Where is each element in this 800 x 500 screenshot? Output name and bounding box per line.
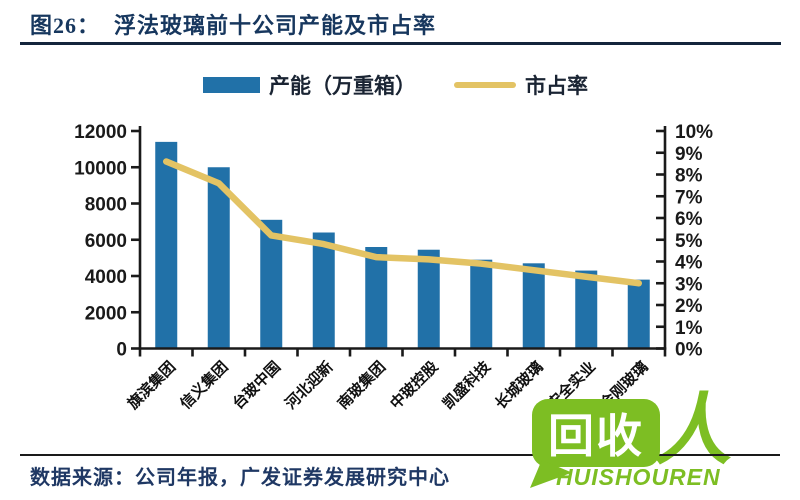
- share-legend-swatch: [454, 82, 516, 88]
- bar-金刚玻璃: [627, 279, 650, 349]
- watermark-bubble: 回收: [532, 399, 660, 467]
- figure-name: 浮法玻璃前十公司产能及市占率: [114, 13, 437, 38]
- right-axis-label-9%: 9%: [675, 144, 703, 165]
- right-axis-label-1%: 1%: [675, 318, 703, 339]
- x-label-信义集团: 信义集团: [176, 358, 231, 413]
- market-share-line: [163, 158, 642, 287]
- watermark-en-text: HUISHOUREN: [556, 464, 721, 490]
- x-label-旗滨集团: 旗滨集团: [124, 358, 179, 413]
- left-axis-label-0: 0: [116, 340, 127, 361]
- left-axis-label-2000: 2000: [85, 303, 127, 324]
- bar-安全实业: [575, 270, 598, 349]
- capacity-legend-swatch: [203, 77, 260, 93]
- left-axis-label-12000: 12000: [74, 122, 127, 143]
- right-axis-label-10%: 10%: [675, 122, 713, 143]
- x-label-凯盛科技: 凯盛科技: [439, 357, 495, 413]
- right-axis-label-6%: 6%: [675, 209, 703, 230]
- bar-信义集团: [207, 167, 230, 349]
- right-axis-label-7%: 7%: [675, 187, 703, 208]
- figure-title: 图26： 浮法玻璃前十公司产能及市占率: [30, 8, 436, 40]
- right-axis-label-2%: 2%: [675, 296, 703, 317]
- x-label-河北迎新: 河北迎新: [281, 358, 336, 413]
- right-axis-label-0%: 0%: [675, 340, 703, 361]
- title-divider: [20, 42, 781, 45]
- chart-legend: 产能（万重箱） 市占率: [203, 70, 588, 100]
- x-label-中玻控股: 中玻控股: [386, 357, 442, 413]
- right-axis-label-4%: 4%: [675, 253, 703, 274]
- right-axis-label-3%: 3%: [675, 274, 703, 295]
- left-axis-label-6000: 6000: [85, 231, 127, 252]
- bar-南玻集团: [365, 247, 388, 349]
- bar-凯盛科技: [470, 259, 493, 349]
- share-legend-label: 市占率: [525, 74, 588, 98]
- right-axis-label-8%: 8%: [675, 166, 703, 187]
- x-label-台玻中国: 台玻中国: [229, 358, 284, 413]
- left-axis-label-4000: 4000: [85, 267, 127, 288]
- footer-divider: [20, 454, 780, 456]
- bar-中玻控股: [417, 249, 440, 349]
- bar-河北迎新: [312, 232, 335, 349]
- capacity-legend-label: 产能（万重箱）: [269, 74, 416, 98]
- bar-台玻中国: [260, 219, 283, 349]
- x-label-南玻集团: 南玻集团: [334, 358, 389, 413]
- watermark-person-glyph: 人: [650, 387, 744, 474]
- left-axis-label-10000: 10000: [74, 158, 127, 179]
- bar-旗滨集团: [155, 141, 178, 349]
- right-axis-label-5%: 5%: [675, 231, 703, 252]
- bar-长城玻璃: [522, 263, 545, 349]
- figure-number: 图26：: [30, 13, 101, 38]
- left-axis-label-8000: 8000: [85, 195, 127, 216]
- data-source-note: 数据来源：公司年报，广发证券发展研究中心: [30, 467, 450, 489]
- watermark-cn-text: 回收: [548, 411, 644, 462]
